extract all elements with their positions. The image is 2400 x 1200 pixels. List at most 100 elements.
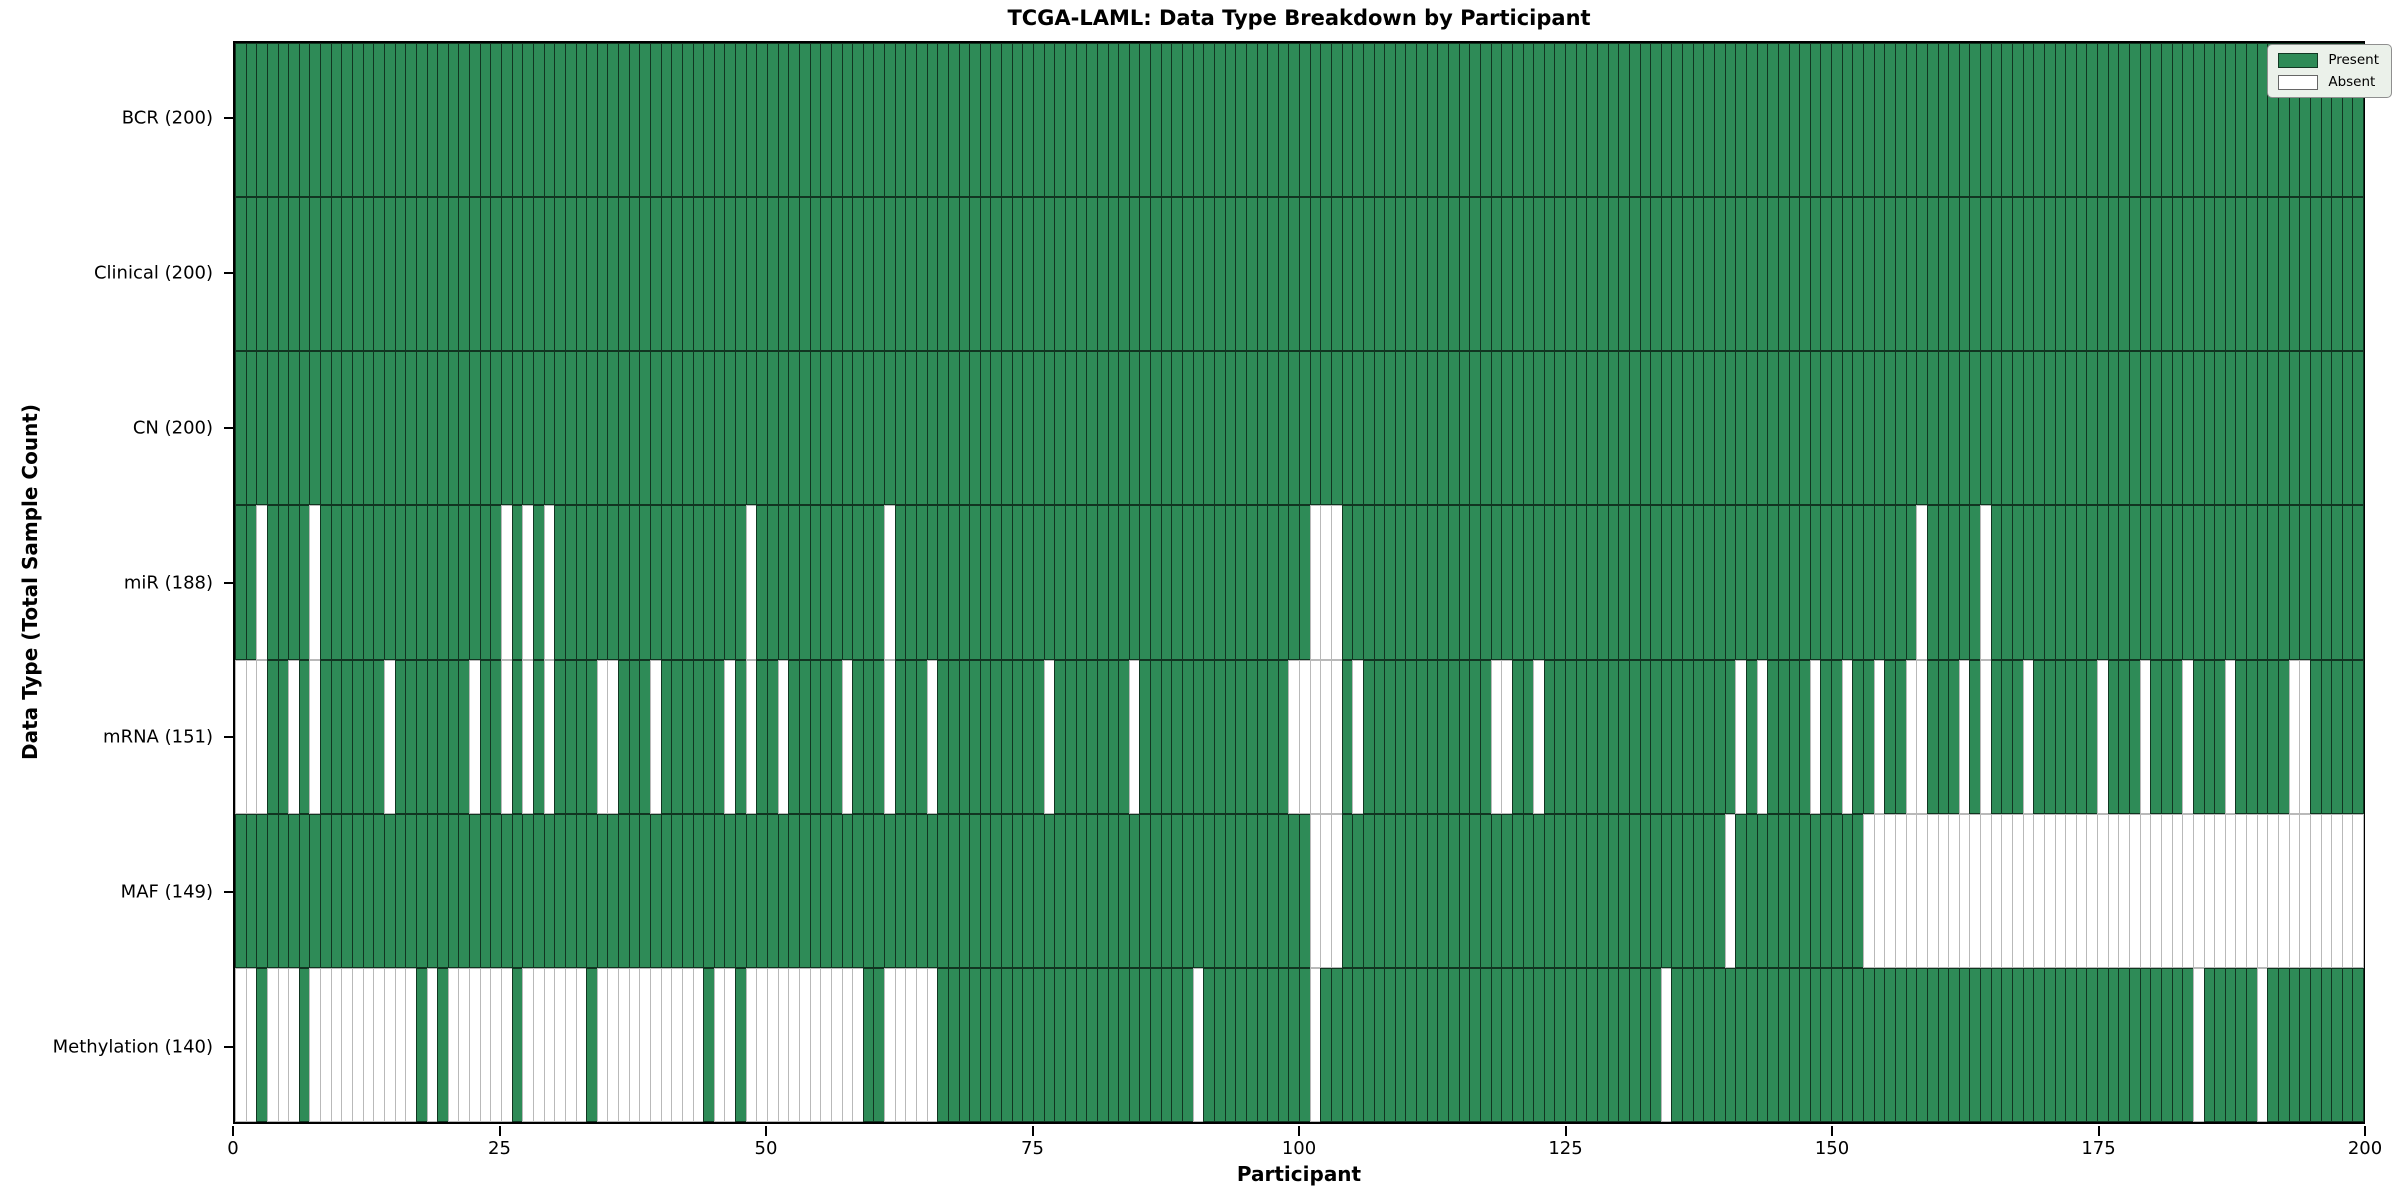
cell: [2001, 43, 2012, 198]
cell: [2118, 505, 2130, 660]
cell: [1437, 967, 1449, 1122]
cell: [1150, 197, 1161, 352]
cell: [394, 43, 406, 198]
cell: [2043, 813, 2055, 968]
cell: [1192, 43, 1204, 198]
y-tick-mark: [224, 426, 233, 429]
cell: [1841, 505, 1853, 660]
cell: [660, 505, 672, 660]
cell: [830, 505, 842, 660]
cell: [415, 659, 427, 814]
cell: [1863, 659, 1874, 814]
cell: [649, 43, 661, 198]
cell: [330, 197, 342, 352]
cell: [756, 197, 768, 352]
cell: [618, 505, 629, 660]
cell: [426, 197, 438, 352]
cell: [1437, 505, 1449, 660]
cell: [1128, 967, 1140, 1122]
cell: [1330, 197, 1342, 352]
cell: [937, 505, 948, 660]
row-label-mRNA: mRNA (151): [103, 726, 213, 748]
cell: [1384, 659, 1395, 814]
cell: [1118, 351, 1129, 506]
cell: [1724, 197, 1736, 352]
cell: [298, 197, 310, 352]
cell: [1671, 197, 1683, 352]
cell: [1831, 351, 1842, 506]
cell: [1533, 43, 1544, 198]
cell: [288, 505, 299, 660]
cell: [1831, 967, 1842, 1122]
cell: [703, 659, 714, 814]
cell: [2288, 659, 2300, 814]
cell: [2182, 967, 2193, 1122]
cell: [1969, 813, 1981, 968]
cell: [2129, 505, 2140, 660]
cell: [1926, 197, 1938, 352]
cell: [2214, 967, 2225, 1122]
cell: [1852, 813, 1864, 968]
cell: [437, 505, 448, 660]
cell: [1075, 813, 1087, 968]
cell: [905, 351, 916, 506]
cell: [2246, 197, 2257, 352]
cell: [437, 351, 448, 506]
cell: [830, 197, 842, 352]
cell: [841, 813, 853, 968]
cell: [1203, 505, 1214, 660]
cell: [1011, 659, 1023, 814]
cell: [1767, 813, 1778, 968]
cell: [2033, 351, 2044, 506]
cell: [713, 967, 725, 1122]
cell: [1469, 659, 1480, 814]
cell: [1373, 505, 1385, 660]
cell: [767, 813, 778, 968]
cell: [596, 43, 608, 198]
cell: [618, 813, 629, 968]
cell: [2352, 197, 2365, 352]
cell: [1469, 43, 1480, 198]
cell: [2288, 197, 2300, 352]
cell: [564, 505, 576, 660]
cell: [1799, 659, 1810, 814]
cell: [1267, 813, 1278, 968]
cell: [2150, 43, 2161, 198]
cell: [767, 505, 778, 660]
chart-title: TCGA-LAML: Data Type Breakdown by Partic…: [1007, 6, 1591, 30]
cell: [1224, 813, 1236, 968]
cell: [1245, 43, 1257, 198]
cell: [1980, 351, 1991, 506]
cell: [990, 197, 1002, 352]
cell: [2107, 505, 2119, 660]
cell: [1043, 813, 1055, 968]
cell: [1926, 351, 1938, 506]
cell: [298, 967, 310, 1122]
cell: [1990, 351, 2002, 506]
y-tick-mark: [224, 272, 233, 275]
cell: [745, 813, 757, 968]
cell: [1767, 659, 1778, 814]
cell: [2043, 351, 2055, 506]
cell: [479, 813, 491, 968]
cell: [1086, 197, 1097, 352]
cell: [1022, 659, 1034, 814]
cell: [1352, 967, 1363, 1122]
cell: [1788, 197, 1800, 352]
cell: [1011, 351, 1023, 506]
cell: [607, 43, 619, 198]
cell: [564, 967, 576, 1122]
cell: [1863, 197, 1874, 352]
cell: [1160, 351, 1172, 506]
cell: [2171, 967, 2183, 1122]
cell: [1618, 813, 1629, 968]
cell: [2288, 967, 2300, 1122]
y-tick-mark: [224, 581, 233, 584]
heatmap-row-mRNA: [235, 659, 2365, 814]
cell: [1980, 505, 1991, 660]
cell: [2118, 197, 2130, 352]
cell: [1894, 813, 1906, 968]
cell: [1586, 351, 1597, 506]
cell: [2288, 43, 2300, 198]
cell: [1703, 505, 1715, 660]
